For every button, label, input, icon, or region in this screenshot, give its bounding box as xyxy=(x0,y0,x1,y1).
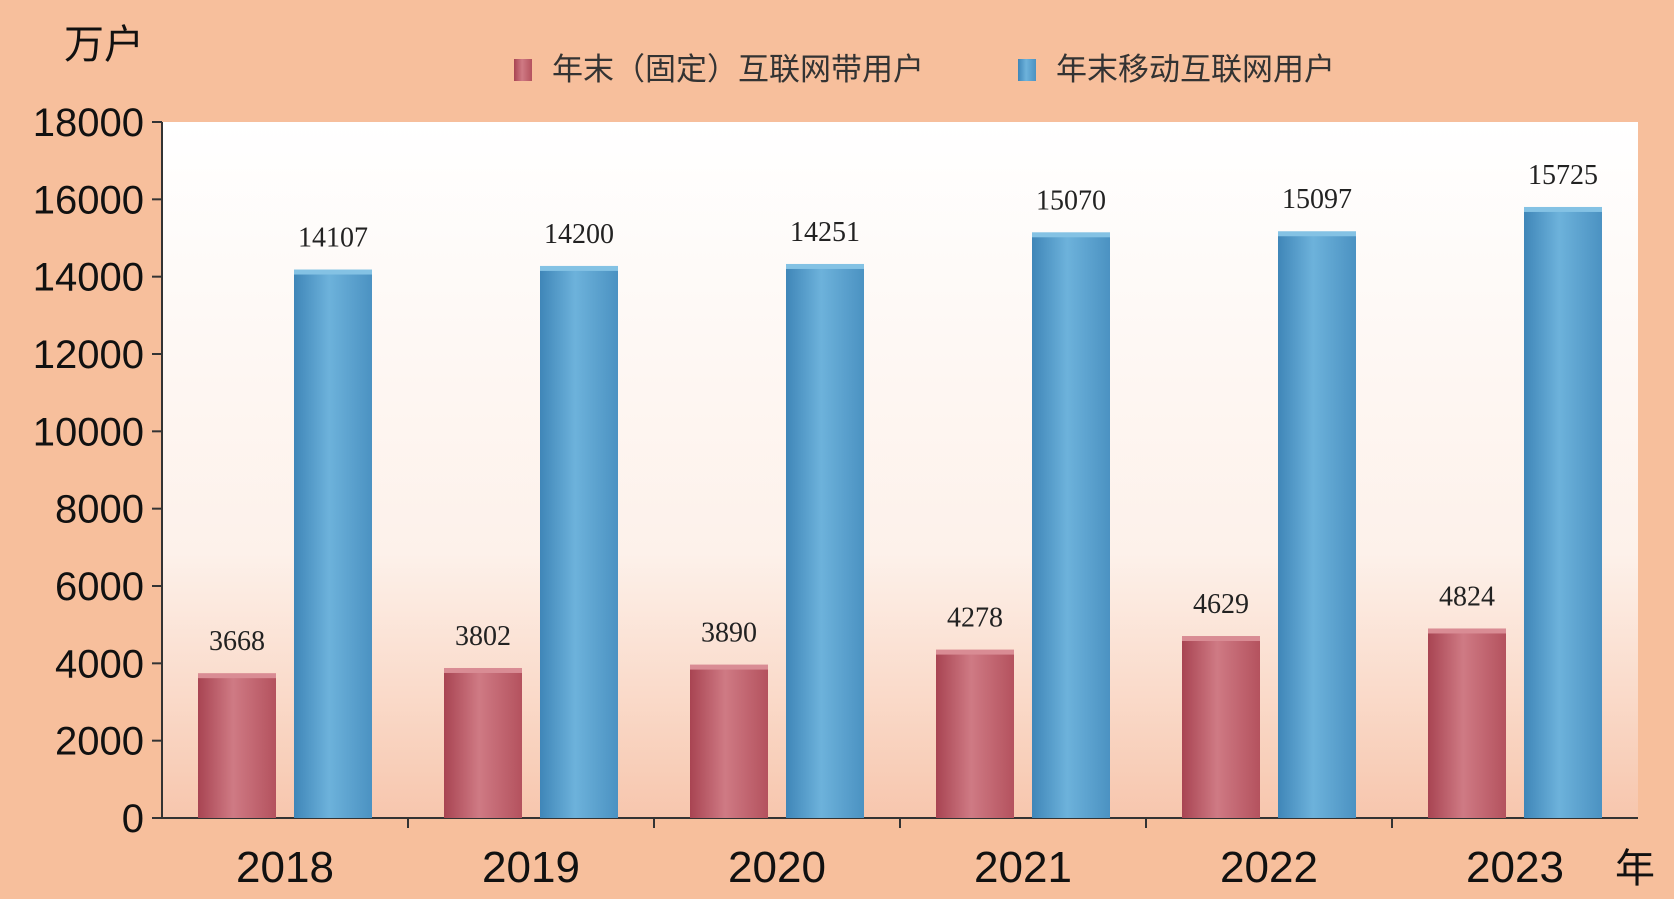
value-label: 4824 xyxy=(1439,581,1495,612)
y-tick-label: 14000 xyxy=(33,256,144,300)
bar-top-highlight xyxy=(1278,231,1356,237)
bar-fixed-broadband xyxy=(198,676,276,818)
x-tick-label: 2019 xyxy=(482,843,580,892)
y-tick-label: 8000 xyxy=(55,488,144,532)
bar-top-highlight xyxy=(1428,628,1506,634)
bar-fixed-broadband xyxy=(444,670,522,818)
plot-area xyxy=(162,122,1638,818)
y-tick-label: 12000 xyxy=(33,333,144,377)
y-tick-label: 10000 xyxy=(33,410,144,454)
x-axis-label: 年 xyxy=(1615,846,1655,892)
bar-top-highlight xyxy=(540,265,618,271)
x-tick-label: 2020 xyxy=(728,843,826,892)
bar-mobile-internet xyxy=(1524,209,1602,818)
value-label: 14251 xyxy=(790,217,860,248)
y-tick-label: 2000 xyxy=(55,720,144,764)
x-tick-label: 2022 xyxy=(1220,843,1318,892)
legend-swatch-0 xyxy=(514,59,532,81)
bar-mobile-internet xyxy=(1032,235,1110,818)
y-axis-label: 万户 xyxy=(64,22,144,68)
x-tick-label: 2023 xyxy=(1466,843,1564,892)
value-label: 3890 xyxy=(701,618,757,649)
value-label: 4278 xyxy=(947,603,1003,634)
legend-label-1: 年末移动互联网用户 xyxy=(1056,52,1335,88)
value-label: 15725 xyxy=(1528,160,1598,191)
y-tick-label: 6000 xyxy=(55,565,144,609)
legend-label-0: 年末（固定）互联网带用户 xyxy=(552,52,924,88)
y-tick-label: 0 xyxy=(122,797,144,841)
y-tick-label: 18000 xyxy=(33,101,144,145)
value-label: 3668 xyxy=(209,626,265,657)
value-label: 15097 xyxy=(1282,184,1352,215)
legend: 年末（固定）互联网带用户 年末移动互联网用户 xyxy=(514,52,1335,88)
x-tick-label: 2018 xyxy=(236,843,334,892)
value-label: 4629 xyxy=(1193,589,1249,620)
value-label: 3802 xyxy=(455,621,511,652)
bar-mobile-internet xyxy=(294,272,372,819)
bar-fixed-broadband xyxy=(1428,631,1506,818)
bar-top-highlight xyxy=(444,667,522,673)
y-tick-label: 4000 xyxy=(55,642,144,686)
bar-top-highlight xyxy=(198,673,276,679)
bar-top-highlight xyxy=(1032,232,1110,238)
value-label: 14200 xyxy=(544,219,614,250)
bar-top-highlight xyxy=(690,664,768,670)
legend-swatch-1 xyxy=(1018,59,1036,81)
x-tick-label: 2021 xyxy=(974,843,1072,892)
bar-top-highlight xyxy=(1182,636,1260,642)
bar-fixed-broadband xyxy=(936,652,1014,818)
y-tick-label: 16000 xyxy=(33,178,144,222)
bar-top-highlight xyxy=(786,263,864,269)
value-label: 14107 xyxy=(298,223,368,254)
bar-top-highlight xyxy=(1524,206,1602,212)
bar-top-highlight xyxy=(294,269,372,275)
bar-mobile-internet xyxy=(540,268,618,818)
bar-mobile-internet xyxy=(786,266,864,819)
bar-fixed-broadband xyxy=(1182,639,1260,818)
bar-fixed-broadband xyxy=(690,667,768,818)
value-label: 15070 xyxy=(1036,185,1106,216)
bar-top-highlight xyxy=(936,649,1014,655)
bar-mobile-internet xyxy=(1278,234,1356,818)
